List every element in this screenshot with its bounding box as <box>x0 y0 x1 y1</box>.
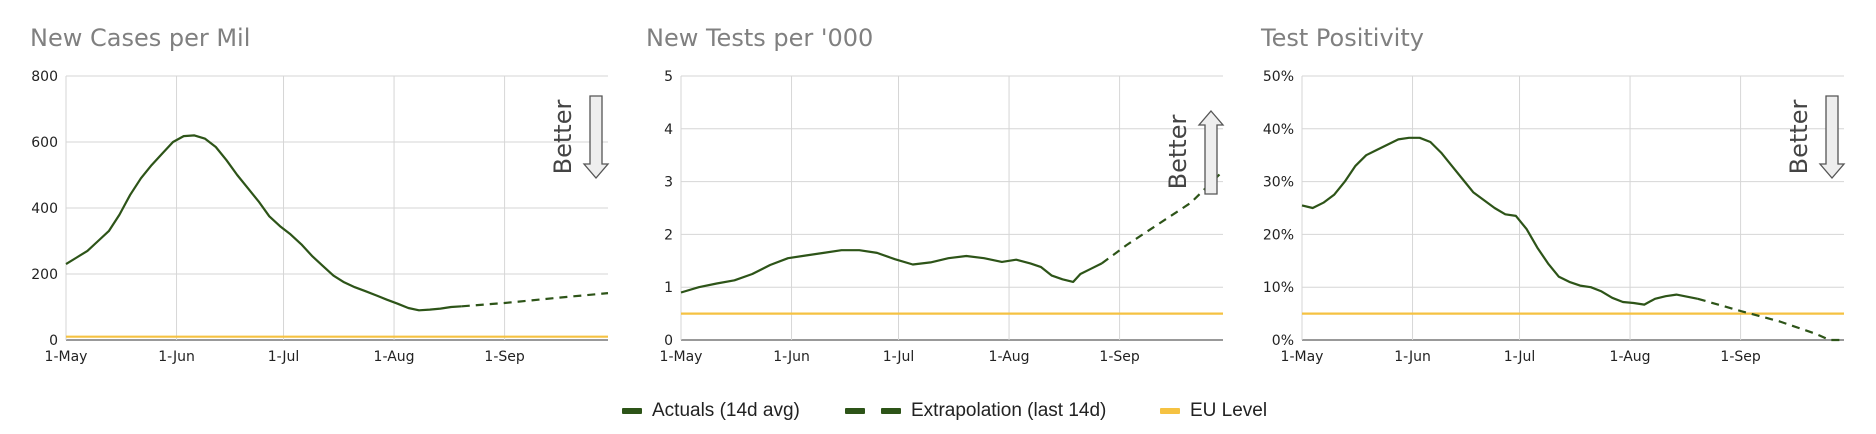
better-indicator: Better <box>1785 95 1846 179</box>
better-indicator: Better <box>549 95 610 179</box>
x-tick-label: 1-Sep <box>1099 349 1139 365</box>
x-tick-label: 1-Jul <box>268 349 300 365</box>
legend-swatch-eu-level <box>1160 408 1180 414</box>
better-label: Better <box>549 100 577 175</box>
actuals-line <box>680 249 1103 294</box>
x-tick-label: 1-Aug <box>374 349 415 365</box>
legend: Actuals (14d avg) Extrapolation (last 14… <box>0 396 1876 426</box>
x-tick-label: 1-Jul <box>883 349 915 365</box>
y-tick-label: 0 <box>49 333 58 349</box>
test-positivity-chart: 0% 10% 20% 30% 40% 50% 1-May 1-Jun 1-Jul 1-Aug 1-S… <box>1263 69 1846 365</box>
x-tick-label: 1-Jun <box>1394 349 1431 365</box>
y-tick-label: 10% <box>1263 280 1294 296</box>
chart-title-new-tests: New Tests per '000 <box>646 24 874 52</box>
y-tick-label: 4 <box>664 122 673 138</box>
y-tick-label: 0% <box>1272 333 1294 349</box>
better-label: Better <box>1164 115 1192 190</box>
y-tick-label: 20% <box>1263 227 1294 243</box>
legend-label-actuals: Actuals (14d avg) <box>652 400 800 421</box>
legend-swatch-extrapolation-b <box>881 408 901 414</box>
y-tick-label: 2 <box>664 227 673 243</box>
x-tick-label: 1-Aug <box>1610 349 1651 365</box>
legend-item-actuals: Actuals (14d avg) <box>622 396 800 426</box>
better-indicator: Better <box>1164 110 1225 195</box>
x-tick-label: 1-Aug <box>989 349 1030 365</box>
x-tick-label: 1-Sep <box>1720 349 1760 365</box>
legend-swatch-extrapolation-a <box>845 408 865 414</box>
y-tick-label: 50% <box>1263 69 1294 85</box>
x-tick-label: 1-Sep <box>484 349 524 365</box>
y-tick-label: 800 <box>31 69 58 85</box>
legend-item-extrapolation: Extrapolation (last 14d) <box>845 396 1106 426</box>
chart-title-test-positivity: Test Positivity <box>1261 24 1424 52</box>
better-arrow-up-icon <box>1197 110 1225 195</box>
y-tick-label: 0 <box>664 333 673 349</box>
x-tick-label: 1-May <box>660 349 703 365</box>
new-cases-chart: 0 200 400 600 800 1-May 1-Jun 1-Jul 1-Aug 1-Sep Be… <box>31 69 610 365</box>
x-tick-label: 1-Jun <box>773 349 810 365</box>
x-tick-label: 1-Jun <box>158 349 195 365</box>
y-tick-label: 600 <box>31 135 58 151</box>
chart-title-new-cases: New Cases per Mil <box>30 24 251 52</box>
extrapolation-line <box>1697 297 1844 342</box>
better-arrow-down-icon <box>1818 95 1846 179</box>
y-tick-label: 5 <box>664 69 673 85</box>
legend-swatch-actuals <box>622 408 642 414</box>
x-tick-label: 1-May <box>1281 349 1324 365</box>
better-label: Better <box>1785 100 1813 175</box>
actuals-line <box>1301 136 1699 306</box>
legend-item-eu-level: EU Level <box>1160 396 1267 426</box>
extrapolation-line <box>1101 170 1224 265</box>
y-tick-label: 1 <box>664 280 673 296</box>
y-tick-label: 30% <box>1263 175 1294 191</box>
legend-label-extrapolation: Extrapolation (last 14d) <box>911 400 1107 421</box>
better-arrow-down-icon <box>582 95 610 179</box>
y-tick-label: 400 <box>31 201 58 217</box>
x-tick-label: 1-May <box>45 349 88 365</box>
y-tick-label: 3 <box>664 175 673 191</box>
y-tick-label: 40% <box>1263 122 1294 138</box>
actuals-line <box>65 134 462 312</box>
y-tick-label: 200 <box>31 267 58 283</box>
extrapolation-line <box>461 292 609 308</box>
x-tick-label: 1-Jul <box>1504 349 1536 365</box>
legend-label-eu-level: EU Level <box>1190 400 1268 421</box>
new-tests-chart: 0 1 2 3 4 5 1-May 1-Jun 1-Jul 1-Aug 1-Sep Better <box>660 69 1225 365</box>
